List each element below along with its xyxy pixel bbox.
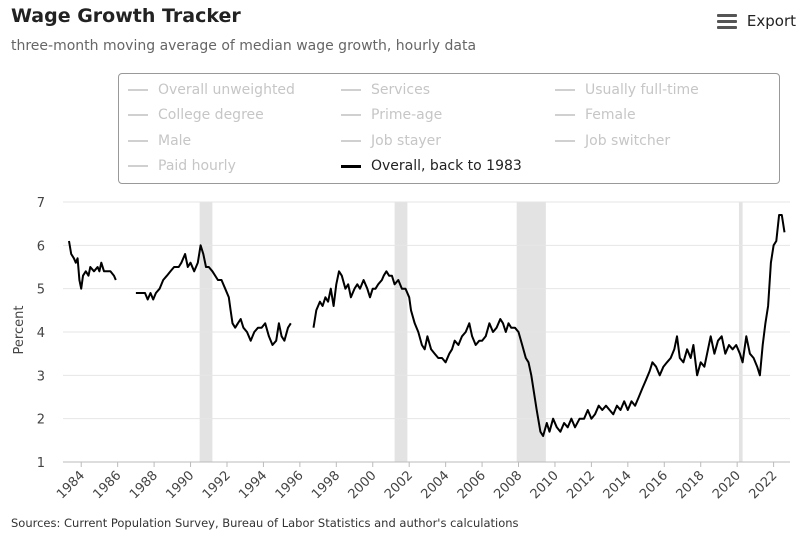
legend-swatch — [128, 140, 148, 142]
x-tick-label: 2002 — [382, 468, 416, 502]
legend-item-services[interactable]: Services — [341, 82, 430, 98]
x-tick-label: 1994 — [236, 468, 270, 502]
x-tick-label: 2018 — [674, 468, 708, 502]
x-tick-label: 2006 — [455, 468, 489, 502]
x-tick-label: 1992 — [200, 468, 234, 502]
legend-swatch — [128, 114, 148, 116]
y-tick-label: 5 — [37, 283, 45, 298]
x-tick-label: 1996 — [273, 468, 307, 502]
x-axis-ticks: 1984 1986 1988 1990 1992 1994 1996 1998 2000 2002… — [54, 462, 780, 502]
export-label: Export — [746, 12, 796, 30]
y-tick-label: 3 — [37, 369, 45, 384]
y-tick-label: 2 — [37, 413, 45, 428]
legend-item-overall-back-to-1983[interactable]: Overall, back to 1983 — [341, 158, 522, 174]
chart-subtitle: three-month moving average of median wag… — [11, 38, 477, 54]
legend-label: College degree — [158, 107, 264, 123]
legend-label: Usually full-time — [585, 82, 699, 98]
legend-swatch — [128, 89, 148, 91]
source-note: Sources: Current Population Survey, Bure… — [11, 516, 519, 530]
x-tick-label: 2010 — [528, 468, 562, 502]
series-line — [68, 240, 117, 290]
legend-swatch — [555, 89, 575, 91]
x-tick-label: 2000 — [346, 468, 380, 502]
y-tick-label: 7 — [37, 196, 45, 211]
gridlines — [63, 201, 790, 463]
legend-item-job-switcher[interactable]: Job switcher — [555, 133, 670, 149]
legend-item-paid-hourly[interactable]: Paid hourly — [128, 158, 236, 174]
legend-item-job-stayer[interactable]: Job stayer — [341, 133, 441, 149]
legend-item-prime-age[interactable]: Prime-age — [341, 107, 442, 123]
legend-swatch — [341, 114, 361, 116]
legend-label: Overall, back to 1983 — [371, 158, 522, 174]
export-button[interactable]: Export — [716, 12, 796, 30]
x-tick-label: 1986 — [90, 468, 124, 502]
legend-label: Male — [158, 133, 192, 149]
legend-item-male[interactable]: Male — [128, 133, 191, 149]
x-tick-label: 2014 — [601, 468, 635, 502]
menu-icon — [716, 13, 737, 29]
x-tick-label: 2012 — [564, 468, 598, 502]
legend-swatch — [555, 140, 575, 142]
y-axis-ticks: 1 2 3 4 5 6 7 — [37, 196, 45, 471]
legend-swatch — [555, 114, 575, 116]
legend-label: Services — [371, 82, 431, 98]
x-tick-label: 2008 — [491, 468, 525, 502]
x-tick-label: 1984 — [54, 468, 88, 502]
legend-label: Overall unweighted — [158, 82, 295, 98]
series-line — [135, 244, 292, 346]
x-tick-label: 2004 — [418, 468, 452, 502]
x-tick-label: 2022 — [746, 468, 780, 502]
legend-swatch — [341, 140, 361, 142]
legend-label: Job stayer — [371, 133, 442, 149]
legend-item-college-degree[interactable]: College degree — [128, 107, 264, 123]
chart-legend: Overall unweighted Services Usually full… — [118, 73, 780, 184]
x-tick-label: 2020 — [710, 468, 744, 502]
legend-item-usually-full-time[interactable]: Usually full-time — [555, 82, 699, 98]
chart-title: Wage Growth Tracker — [11, 5, 241, 27]
y-tick-label: 1 — [37, 456, 45, 471]
legend-swatch — [128, 165, 148, 167]
legend-label: Female — [585, 107, 636, 123]
legend-swatch — [341, 164, 361, 168]
legend-swatch — [341, 89, 361, 91]
x-tick-label: 1998 — [309, 468, 343, 502]
y-axis-label: Percent — [12, 306, 27, 355]
y-tick-label: 6 — [37, 239, 45, 254]
x-tick-label: 1990 — [163, 468, 197, 502]
series-lines — [68, 214, 786, 437]
y-tick-label: 4 — [37, 326, 45, 341]
legend-item-female[interactable]: Female — [555, 107, 636, 123]
legend-label: Prime-age — [371, 107, 443, 123]
legend-item-overall-unweighted[interactable]: Overall unweighted — [128, 82, 295, 98]
x-tick-label: 2016 — [637, 468, 671, 502]
series-line — [312, 214, 786, 437]
legend-label: Paid hourly — [158, 158, 236, 174]
x-tick-label: 1988 — [127, 468, 161, 502]
legend-label: Job switcher — [585, 133, 671, 149]
